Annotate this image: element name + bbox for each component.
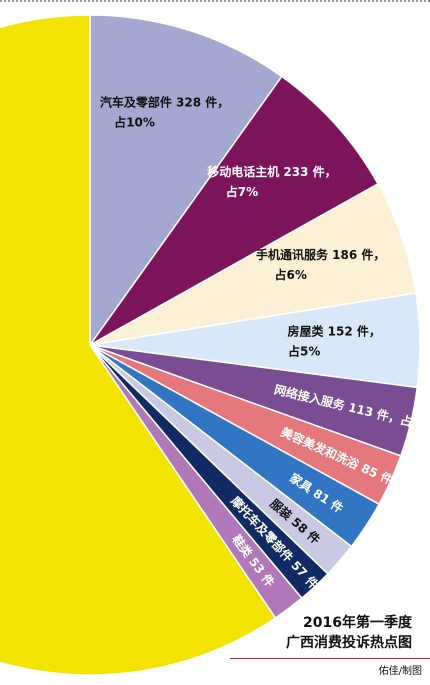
title-rule [230, 658, 430, 659]
chart-title: 2016年第一季度 广西消费投诉热点图 [286, 613, 412, 653]
top-dotted-border [0, 0, 430, 6]
pie-slice [89, 75, 380, 346]
credit-text: 佑佳/制图 [378, 666, 422, 677]
slice-label: 移动电话主机 233 件，占7% [207, 164, 336, 199]
pie-slice [89, 14, 283, 348]
slice-label: 汽车及零部件 328 件，占10% [100, 94, 229, 129]
slice-label: 手机通讯服务 186 件，占6% [256, 247, 385, 282]
chart-title-line-2: 广西消费投诉热点图 [286, 635, 412, 651]
slice-label: 其他 1977 件，占58% [0, 368, 2, 403]
chart-title-line-1: 2016年第一季度 [303, 615, 412, 631]
pie-slice [0, 14, 277, 676]
slice-label: 房屋类 152 件，占5% [287, 323, 380, 358]
